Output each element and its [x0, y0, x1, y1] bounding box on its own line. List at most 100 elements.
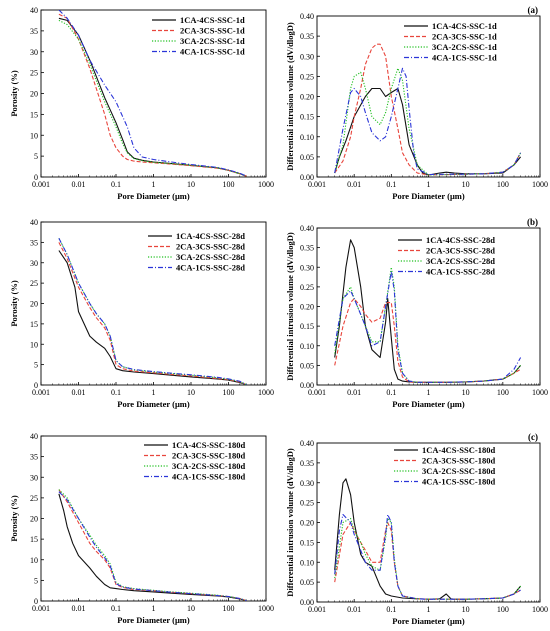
- series-group: [334, 239, 522, 383]
- series-line-4ca-1cs: [334, 513, 521, 600]
- x-tick-label: 0.1: [111, 604, 121, 613]
- y-tick-label: 0.30: [300, 479, 314, 488]
- legend: 1CA-4CS-SSC-28d2CA-3CS-SSC-28d3CA-2CS-SS…: [148, 231, 245, 273]
- series-line-4ca-1cs: [58, 238, 247, 385]
- y-tick-label: 0.05: [300, 153, 314, 162]
- x-tick-label: 1000: [258, 180, 274, 189]
- y-tick-label: 0.05: [300, 361, 314, 370]
- legend-entry: 4CA-1CS-SSC-28d: [176, 263, 245, 273]
- series-line-2ca-3cs: [334, 43, 522, 176]
- y-tick-label: 40: [30, 6, 38, 15]
- x-tick-label: 10: [187, 604, 195, 613]
- series-group: [58, 489, 247, 601]
- y-axis-title: Porosity (%): [9, 280, 19, 327]
- legend-entry: 1CA-4CS-SSC-180d: [172, 440, 245, 450]
- x-tick-label: 10: [462, 388, 470, 397]
- y-tick-label: 35: [30, 453, 38, 462]
- chart-div-1d: 0.001 0.01 0.1 1 10 100 1000 0.00 0.05 0.10 0.15 0.…: [285, 5, 548, 201]
- y-axis-title: Differential intrusion volume (dV/dlogD): [285, 22, 295, 171]
- x-tick-label: 1000: [532, 180, 548, 189]
- legend: 1CA-4CS-SSC-28d2CA-3CS-SSC-28d3CA-2CS-SS…: [398, 235, 495, 277]
- chart-por-180d: 0.001 0.01 0.1 1 10 100 1000 0 5 10 15 20 25 30 35 40 Po…: [9, 432, 274, 625]
- y-tick-label: 0.20: [300, 303, 314, 312]
- y-tick-label: 5: [34, 361, 38, 370]
- y-axis-title: Differential intrusion volume (dV/dlogD): [285, 448, 295, 597]
- x-tick-label: 10: [462, 180, 470, 189]
- x-tick-label: 1: [427, 388, 431, 397]
- legend-entry: 3CA-2CS-SSC-1d: [180, 36, 245, 46]
- x-axis-title: Pore Diameter (μm): [117, 191, 190, 201]
- x-tick-label: 0.1: [111, 388, 121, 397]
- x-tick-label: 1: [152, 180, 156, 189]
- legend-entry: 3CA-2CS-SSC-180d: [172, 461, 245, 471]
- legend-entry: 2CA-3CS-SSC-180d: [422, 456, 495, 466]
- x-axis-title: Pore Diameter (μm): [392, 616, 465, 626]
- y-tick-label: 0.20: [300, 93, 314, 102]
- series-line-2ca-3cs: [334, 521, 521, 600]
- x-tick-label: 0.1: [386, 180, 396, 189]
- legend: 1CA-4CS-SSC-180d2CA-3CS-SSC-180d3CA-2CS-…: [144, 440, 245, 482]
- x-tick-label: 0.001: [32, 388, 50, 397]
- chart-div-28d: 0.001 0.01 0.1 1 10 100 1000 0.00 0.05 0.10 0.15 0.…: [285, 217, 548, 409]
- legend-entry: 3CA-2CS-SSC-180d: [422, 466, 495, 476]
- series-group: [334, 43, 522, 176]
- series-line-2ca-3cs: [58, 489, 247, 601]
- series-line-4ca-1cs: [334, 67, 522, 176]
- y-tick-label: 0.05: [300, 578, 314, 587]
- y-tick-label: 10: [30, 340, 38, 349]
- y-axis-title: Porosity (%): [9, 70, 19, 117]
- x-tick-label: 100: [223, 388, 235, 397]
- x-axis-title: Pore Diameter (μm): [392, 191, 465, 201]
- y-tick-label: 0.35: [300, 32, 314, 41]
- series-line-3ca-2cs: [58, 19, 247, 177]
- y-tick-label: 0.30: [300, 263, 314, 272]
- y-tick-label: 25: [30, 69, 38, 78]
- series-line-2ca-3cs: [334, 298, 521, 383]
- x-tick-label: 1: [152, 604, 156, 613]
- legend-entry: 2CA-3CS-SSC-1d: [180, 26, 245, 36]
- y-tick-label: 0.00: [300, 598, 314, 607]
- legend: 1CA-4CS-SSC-1d2CA-3CS-SSC-1d3CA-2CS-SSC-…: [152, 15, 245, 57]
- y-tick-label: 10: [30, 556, 38, 565]
- legend: 1CA-4CS-SSC-180d2CA-3CS-SSC-180d3CA-2CS-…: [394, 445, 495, 487]
- x-tick-label: 0.001: [32, 180, 50, 189]
- x-tick-label: 0.01: [347, 388, 361, 397]
- legend-entry: 4CA-1CS-SSC-180d: [422, 477, 495, 487]
- legend-entry: 1CA-4CS-SSC-1d: [180, 15, 245, 25]
- x-tick-label: 0.1: [386, 388, 396, 397]
- y-tick-label: 35: [30, 27, 38, 36]
- series-line-1ca-4cs: [334, 478, 522, 600]
- x-tick-label: 10: [462, 605, 470, 614]
- x-tick-label: 100: [497, 605, 509, 614]
- y-tick-label: 0.10: [300, 558, 314, 567]
- y-tick-label: 0.00: [300, 381, 314, 390]
- x-tick-label: 1000: [532, 605, 548, 614]
- series-group: [58, 238, 247, 385]
- y-tick-label: 0.40: [300, 224, 314, 233]
- chart-por-1d: 0.001 0.01 0.1 1 10 100 1000 0 5 10 15 20 25 30 35 40 Po…: [9, 6, 274, 201]
- y-tick-label: 0.40: [300, 439, 314, 448]
- y-tick-label: 0.25: [300, 72, 314, 81]
- x-tick-label: 1: [427, 180, 431, 189]
- y-tick-label: 20: [30, 90, 38, 99]
- x-tick-label: 0.001: [308, 388, 326, 397]
- y-tick-label: 0.40: [300, 12, 314, 21]
- y-tick-label: 5: [34, 576, 38, 585]
- x-tick-label: 1000: [532, 388, 548, 397]
- legend-entry: 1CA-4CS-SSC-28d: [426, 235, 495, 245]
- x-tick-label: 1: [152, 388, 156, 397]
- x-axis-title: Pore Diameter (μm): [117, 615, 190, 625]
- y-tick-label: 30: [30, 48, 38, 57]
- x-tick-label: 100: [497, 388, 509, 397]
- y-tick-label: 40: [30, 432, 38, 441]
- y-tick-label: 25: [30, 279, 38, 288]
- panel-label: (a): [528, 5, 539, 15]
- y-tick-label: 10: [30, 131, 38, 140]
- y-tick-label: 0: [34, 381, 38, 390]
- panel-label: (b): [527, 217, 538, 227]
- y-tick-label: 15: [30, 320, 38, 329]
- series-line-4ca-1cs: [334, 270, 522, 383]
- legend-entry: 1CA-4CS-SSC-180d: [422, 445, 495, 455]
- series-line-3ca-2cs: [334, 67, 522, 176]
